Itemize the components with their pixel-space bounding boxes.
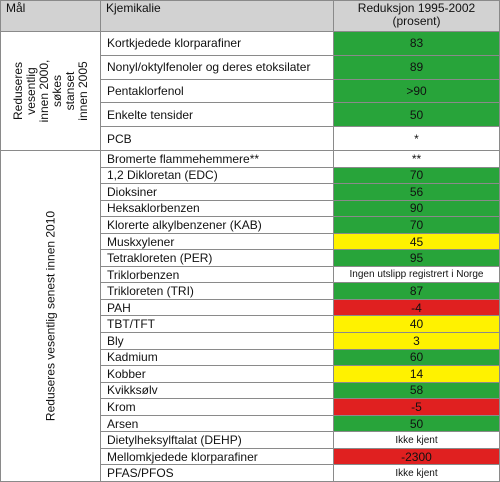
goal-cell: Reduseres vesentlig senest innen 2010	[0, 150, 101, 482]
header-goal: Mål	[0, 0, 101, 32]
table-row: Kadmium 60	[1, 348, 500, 367]
table-row: Bly 3	[1, 332, 500, 350]
table-row: Tetrakloreten (PER) 95	[1, 249, 500, 267]
goal-text: Reduseres vesentlig senest innen 2010	[43, 210, 57, 422]
reduction-value: 70	[333, 166, 500, 185]
chemical-name: Bromerte flammehemmere**	[100, 150, 334, 168]
header-chemical: Kjemikalie	[100, 0, 334, 32]
chemical-name: Triklorbenzen	[100, 265, 334, 284]
table-row: PAH -4	[1, 298, 500, 317]
goal-line: vesentlig	[23, 67, 38, 115]
header-reduction-line2: (prosent)	[392, 14, 441, 28]
reduction-value: -4	[333, 298, 500, 317]
reduction-value: 45	[333, 232, 500, 251]
goal-line: innen 2000,	[36, 59, 51, 123]
chemical-name: Kadmium	[100, 348, 334, 367]
reduction-value: 56	[333, 183, 500, 201]
goal-line: stanset	[62, 71, 77, 111]
table-row: Kvikksølv 58	[1, 381, 500, 400]
table-row: 1,2 Dikloretan (EDC) 70	[1, 166, 500, 185]
header-reduction: Reduksjon 1995-2002 (prosent)	[333, 0, 500, 32]
chemical-name: Kobber	[100, 365, 334, 383]
reduction-value: 90	[333, 199, 500, 218]
reduction-value: 14	[333, 365, 500, 383]
chemical-name: 1,2 Dikloretan (EDC)	[100, 166, 334, 185]
goal-line: Reduseres	[10, 61, 25, 121]
chemical-name: Mellomkjedede klorparafiner	[100, 447, 334, 466]
goal-line: søkes	[49, 74, 64, 108]
chemical-name: PFAS/PFOS	[100, 464, 334, 482]
reduction-value: 89	[333, 54, 500, 80]
chemical-name: Dietylheksylftalat (DEHP)	[100, 431, 334, 449]
table-row: Triklorbenzen Ingen utslipp registrert i …	[1, 265, 500, 284]
reduction-value: 50	[333, 414, 500, 433]
reduction-value: >90	[333, 78, 500, 104]
goal-line: innen 2005	[75, 61, 90, 121]
reduction-value: 70	[333, 216, 500, 234]
header-row: Mål Kjemikalie Reduksjon 1995-2002 (pros…	[0, 0, 500, 32]
table-row: Kobber 14	[1, 365, 500, 383]
chemical-name: Krom	[100, 398, 334, 416]
chemical-name: Enkelte tensider	[100, 102, 334, 128]
chemical-name: Klorerte alkylbenzener (KAB)	[100, 216, 334, 234]
goal-cell: Reduseres vesentlig innen 2000, søkes stanse…	[0, 31, 101, 151]
goal-text: Reduseres vesentlig innen 2000, søkes stanse…	[10, 59, 90, 123]
chemical-name: Trikloreten (TRI)	[100, 282, 334, 300]
table-row: Heksaklorbenzen 90	[1, 199, 500, 218]
table-row: Klorerte alkylbenzener (KAB) 70	[1, 216, 500, 234]
table-row: Pentaklorfenol >90	[1, 78, 500, 104]
chemical-name: Nonyl/oktylfenoler og deres etoksilater	[100, 54, 334, 80]
chemical-name: TBT/TFT	[100, 315, 334, 334]
chemical-name: Bly	[100, 332, 334, 350]
table-row: Arsen 50	[1, 414, 500, 433]
table-row: Dietylheksylftalat (DEHP) Ikke kjent	[1, 431, 500, 449]
goal-wrap: Reduseres vesentlig innen 2000, søkes stanse…	[2, 33, 100, 150]
reduction-value: *	[333, 126, 500, 151]
chemical-name: Kortkjedede klorparafiner	[100, 31, 334, 56]
goal-line: Reduseres vesentlig senest innen 2010	[43, 210, 57, 422]
chemical-name: Kvikksølv	[100, 381, 334, 400]
reduction-value: -5	[333, 398, 500, 416]
reduction-value: Ikke kjent	[333, 431, 500, 449]
goal-wrap: Reduseres vesentlig senest innen 2010	[2, 152, 100, 481]
reduction-value: Ikke kjent	[333, 464, 500, 482]
reduction-value: **	[333, 150, 500, 168]
table-row: PCB *	[1, 126, 500, 151]
reduction-value: 83	[333, 31, 500, 56]
table-body: Reduseres vesentlig innen 2000, søkes stanse…	[0, 31, 500, 482]
reduction-value: 50	[333, 102, 500, 128]
reduction-value: -2300	[333, 447, 500, 466]
chemical-name: Tetrakloreten (PER)	[100, 249, 334, 267]
reduction-value: 58	[333, 381, 500, 400]
table-row: Reduseres vesentlig innen 2000, søkes stanse…	[0, 31, 500, 151]
reduction-value: 95	[333, 249, 500, 267]
table-row: Trikloreten (TRI) 87	[1, 282, 500, 300]
reduction-value: 87	[333, 282, 500, 300]
reduction-value: 60	[333, 348, 500, 367]
reduction-value: 3	[333, 332, 500, 350]
header-reduction-line1: Reduksjon 1995-2002	[357, 1, 476, 15]
table-row: Dioksiner 56	[1, 183, 500, 201]
reduction-value: 40	[333, 315, 500, 334]
table-row: Reduseres vesentlig senest innen 2010 Bro…	[0, 150, 500, 482]
chemical-name: Heksaklorbenzen	[100, 199, 334, 218]
reduction-value: Ingen utslipp registrert i Norge	[333, 265, 500, 284]
table-row: Krom -5	[1, 398, 500, 416]
chemical-name: Arsen	[100, 414, 334, 433]
table-row: TBT/TFT 40	[1, 315, 500, 334]
chemical-name: Pentaklorfenol	[100, 78, 334, 104]
chemical-name: PAH	[100, 298, 334, 317]
chemical-name: Dioksiner	[100, 183, 334, 201]
chemical-name: PCB	[100, 126, 334, 151]
chemical-name: Muskxylener	[100, 232, 334, 251]
